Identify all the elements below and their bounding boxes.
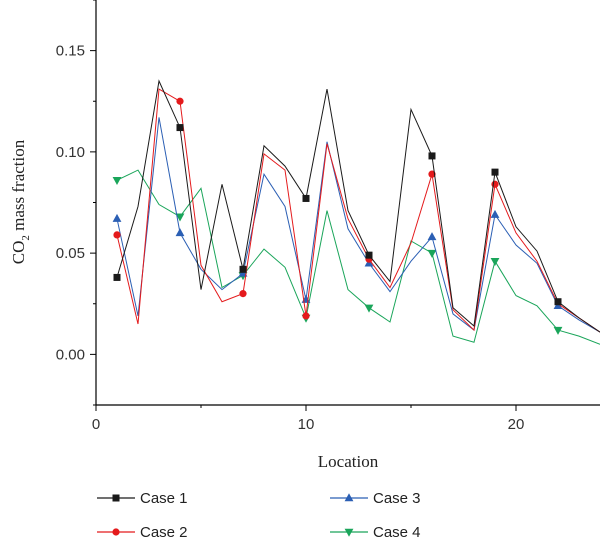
y-axis-title-rest: mass fraction [9, 139, 28, 235]
data-point-case-3 [427, 232, 437, 241]
axes [95, 0, 600, 406]
legend-label: Case 1 [140, 490, 188, 507]
ticks: 0.00 0.05 0.10 0.15 0 10 20 [56, 0, 525, 433]
data-point-case-3 [175, 228, 185, 237]
y-axis-title-subscript: 2 [20, 235, 32, 241]
series-line-case-1 [116, 79, 600, 333]
legend-item-case-3: Case 3 [330, 490, 421, 507]
data-point-case-1 [428, 152, 436, 160]
legend: Case 1 Case 2 Case 3 Case 4 [97, 490, 421, 541]
data-point-case-4 [490, 258, 500, 267]
x-axis-title: Location [318, 452, 379, 471]
plot-area [112, 79, 600, 345]
series-line-case-2 [116, 88, 600, 333]
data-point-case-1 [491, 168, 499, 176]
data-point-case-2 [302, 312, 310, 320]
data-point-case-1 [302, 194, 310, 202]
data-point-case-1 [113, 273, 121, 281]
y-axis-title: CO2 mass fraction [9, 139, 32, 264]
data-point-case-2 [176, 97, 184, 105]
legend-item-case-2: Case 2 [97, 524, 188, 541]
data-point-case-1 [239, 265, 247, 273]
series-case-4 [112, 169, 600, 345]
legend-label: Case 3 [373, 490, 421, 507]
data-point-case-4 [427, 249, 437, 258]
legend-item-case-4: Case 4 [330, 524, 421, 541]
y-tick-label: 0.05 [56, 245, 85, 262]
series-line-case-4 [116, 169, 600, 345]
series-line-case-3 [116, 117, 600, 333]
data-point-case-4 [553, 326, 563, 335]
data-point-case-2 [113, 231, 121, 239]
legend-item-case-1: Case 1 [97, 490, 188, 507]
legend-marker [344, 493, 354, 502]
data-point-case-2 [491, 180, 499, 188]
y-axis-title-main: CO [9, 241, 28, 265]
y-tick-label: 0.00 [56, 346, 85, 363]
data-point-case-4 [364, 304, 374, 313]
data-point-case-3 [112, 213, 122, 222]
x-tick-label: 20 [508, 416, 525, 433]
legend-marker [112, 528, 120, 536]
x-tick-label: 10 [298, 416, 315, 433]
series-case-1 [113, 79, 600, 333]
legend-label: Case 4 [373, 524, 421, 541]
data-point-case-4 [112, 177, 122, 186]
data-point-case-1 [365, 251, 373, 259]
y-tick-label: 0.10 [56, 144, 85, 161]
series-case-2 [113, 88, 600, 333]
data-point-case-3 [490, 209, 500, 218]
data-point-case-4 [175, 213, 185, 222]
x-tick-label: 0 [92, 416, 100, 433]
data-point-case-2 [239, 290, 247, 298]
y-tick-label: 0.15 [56, 43, 85, 60]
legend-marker [112, 494, 120, 502]
legend-marker [344, 528, 354, 537]
legend-label: Case 2 [140, 524, 188, 541]
data-point-case-1 [554, 298, 562, 306]
data-point-case-1 [176, 124, 184, 132]
